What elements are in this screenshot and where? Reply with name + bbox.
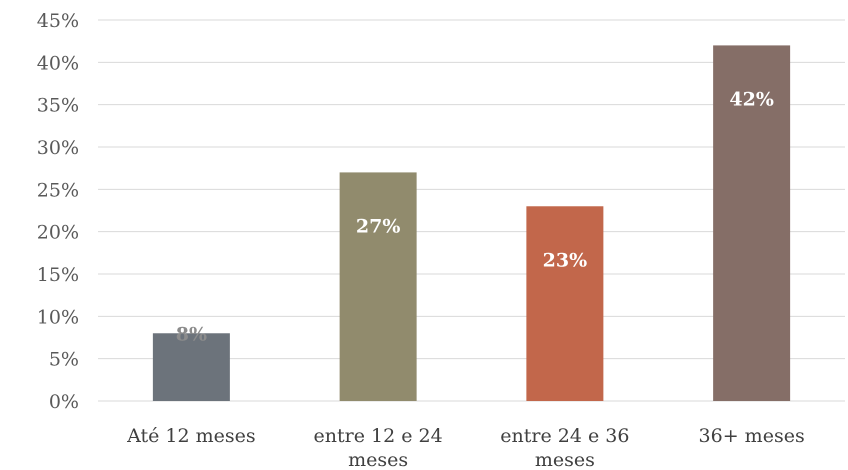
y-tick-label: 0% — [49, 391, 79, 413]
bars — [152, 45, 791, 402]
bar — [713, 45, 791, 402]
x-tick-label: 36+ meses — [699, 425, 805, 447]
data-label: 27% — [356, 215, 401, 237]
data-label: 42% — [729, 88, 774, 110]
y-tick-label: 35% — [37, 95, 79, 117]
data-labels: 8% 27% 23% 42% — [176, 88, 774, 345]
bar — [339, 172, 417, 401]
data-label: 23% — [543, 249, 588, 271]
y-tick-label: 25% — [37, 179, 79, 201]
x-tick-label: entre 12 e 24 meses — [314, 425, 443, 470]
y-tick-label: 40% — [37, 52, 79, 74]
x-axis: Até 12 meses entre 12 e 24 meses entre 24 e… — [126, 425, 805, 470]
y-tick-label: 15% — [37, 264, 79, 286]
bar — [152, 333, 230, 401]
bar — [526, 206, 604, 401]
y-tick-label: 5% — [49, 349, 79, 371]
y-tick-label: 10% — [37, 306, 79, 328]
x-tick-label: Até 12 meses — [126, 425, 256, 447]
y-tick-label: 45% — [37, 10, 79, 32]
data-label: 8% — [176, 323, 207, 345]
y-axis: 0% 5% 10% 15% 20% 25% 30% 35% 40% 45% — [37, 10, 79, 413]
y-tick-label: 30% — [37, 137, 79, 159]
y-tick-label: 20% — [37, 222, 79, 244]
x-tick-label: entre 24 e 36 meses — [500, 425, 629, 470]
